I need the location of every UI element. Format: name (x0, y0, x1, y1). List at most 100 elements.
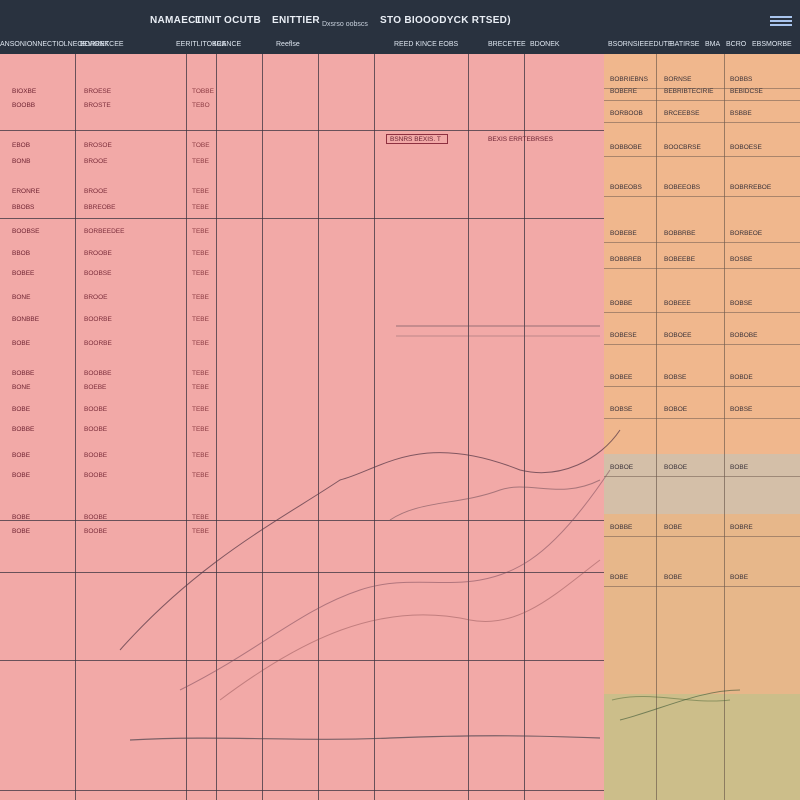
right-cell: BORBEOE (730, 230, 763, 237)
table-cell: BOBE (12, 514, 31, 521)
right-cell: BOOCBRSE (664, 144, 701, 151)
col-header-8[interactable]: BDONEK (530, 41, 560, 48)
table-cell: BOOBE (84, 406, 108, 413)
table-cell: BOOBBE (84, 370, 112, 377)
right-row-divider (604, 344, 800, 345)
right-cell: BSBBE (730, 110, 752, 117)
right-cell: BOBOE (610, 464, 634, 471)
right-cell: BOBOE (664, 406, 688, 413)
table-cell: BIOXBE (12, 88, 37, 95)
col-header-1[interactable]: ANSONIONNECTIOLNEOEVIONK (0, 41, 110, 48)
table-cell: TEBE (192, 528, 209, 535)
data-grid: BIOXBE BROESE TOBBE BOOBB BROSTE TEBO EBOB BROS… (0, 54, 604, 800)
table-cell: BOBE (12, 528, 31, 535)
col-header-3[interactable]: EERITLITOKCE (176, 41, 227, 48)
table-cell: TEBE (192, 514, 209, 521)
table-cell: BOOBB (12, 102, 36, 109)
right-col-header-2[interactable]: BATIRSE (670, 41, 700, 48)
grid-divider (75, 54, 76, 800)
title-3: OCUTB (224, 15, 262, 26)
row-divider (0, 572, 604, 573)
right-cell: BOBOESE (730, 144, 762, 151)
table-cell: TEBE (192, 426, 209, 433)
right-row-divider (604, 312, 800, 313)
table-cell: TEBE (192, 316, 209, 323)
right-cell: BOBEEOBS (664, 184, 701, 191)
subtitle: Dxsrso oobscs (322, 21, 368, 28)
col-header-6[interactable]: REED KINCE EOBS (394, 41, 459, 48)
right-cell: BOBDE (730, 374, 753, 381)
right-col-header-5[interactable]: EBSMORBE (752, 41, 792, 48)
right-cell: BOBBREB (610, 256, 642, 263)
right-cell: BOBEOBS (610, 184, 642, 191)
right-cell: BOSBE (730, 256, 753, 263)
right-divider (724, 54, 725, 800)
right-cell: BOBOEE (664, 332, 692, 339)
right-col-header-3[interactable]: BMA (705, 41, 721, 48)
table-cell: BROESE (84, 88, 112, 95)
table-cell: TEBE (192, 452, 209, 459)
row-divider (0, 218, 604, 219)
table-cell: BONBBE (12, 316, 40, 323)
table-cell: TOBBE (192, 88, 214, 95)
grid-divider (186, 54, 187, 800)
table-cell: BOEBE (84, 384, 107, 391)
right-row-divider (604, 242, 800, 243)
table-cell: TEBE (192, 188, 209, 195)
right-cell: BOBBE (610, 300, 633, 307)
right-cell: BEBIDCSE (730, 88, 763, 95)
table-cell: BOBBE (12, 370, 35, 377)
table-cell: BBREOBE (84, 204, 116, 211)
table-cell: BORBEEDEE (84, 228, 125, 235)
row-divider (0, 660, 604, 661)
table-cell: BROOE (84, 158, 108, 165)
right-cell: BOBERE (610, 88, 638, 95)
right-cell: BRCEEBSE (664, 110, 700, 117)
col-header-4[interactable]: BRANCE (212, 41, 242, 48)
grid-divider (262, 54, 263, 800)
table-cell: TOBE (192, 142, 210, 149)
table-cell: BROOBE (84, 250, 112, 257)
table-cell: BOOBE (84, 426, 108, 433)
table-cell: BOORBE (84, 316, 112, 323)
chart-annotation-2: BEXIS ERRTEBRSES (488, 136, 553, 143)
right-cell: BOBEEBE (664, 256, 696, 263)
table-cell: BONE (12, 384, 31, 391)
table-cell: TEBE (192, 270, 209, 277)
col-header-5[interactable]: Reeflse (276, 41, 300, 48)
menu-icon[interactable] (770, 14, 792, 30)
right-cell: BOBE (730, 574, 749, 581)
right-cell: BOBBOBE (610, 144, 642, 151)
right-col-header-4[interactable]: BCRO (726, 41, 747, 48)
table-cell: BBOBS (12, 204, 35, 211)
col-header-7[interactable]: BRECETEE (488, 41, 526, 48)
table-cell: EBOB (12, 142, 31, 149)
row-divider (0, 130, 604, 131)
table-cell: TEBE (192, 228, 209, 235)
row-divider (0, 790, 604, 791)
right-row-divider (604, 156, 800, 157)
title-4: ENITTIER (272, 15, 320, 26)
right-cell: BOBSE (730, 300, 753, 307)
right-row-divider (604, 122, 800, 123)
right-col-header-1[interactable]: BSORNSIEEEDUTE (608, 41, 673, 48)
table-cell: BOOBE (84, 452, 108, 459)
col-header-2[interactable]: BORRETCEE (80, 41, 124, 48)
right-cell: BORNSE (664, 76, 692, 83)
right-cell: BOBE (664, 574, 683, 581)
table-cell: BOBE (12, 452, 31, 459)
right-cell: BOBSE (610, 406, 633, 413)
right-cell: BOBRIEBNS (610, 76, 648, 83)
right-cell: BOBE (730, 464, 749, 471)
table-cell: BROSTE (84, 102, 111, 109)
table-cell: BROSOE (84, 142, 112, 149)
table-cell: TEBE (192, 472, 209, 479)
table-cell: BBOB (12, 250, 31, 257)
chart-annotation: BSNRS BEXIS. T (386, 134, 448, 144)
table-cell: BOOBSE (84, 270, 112, 277)
table-cell: BROOE (84, 188, 108, 195)
right-row-divider (604, 268, 800, 269)
table-cell: TEBO (192, 102, 210, 109)
band-lower (604, 514, 800, 694)
band-top (604, 54, 800, 454)
